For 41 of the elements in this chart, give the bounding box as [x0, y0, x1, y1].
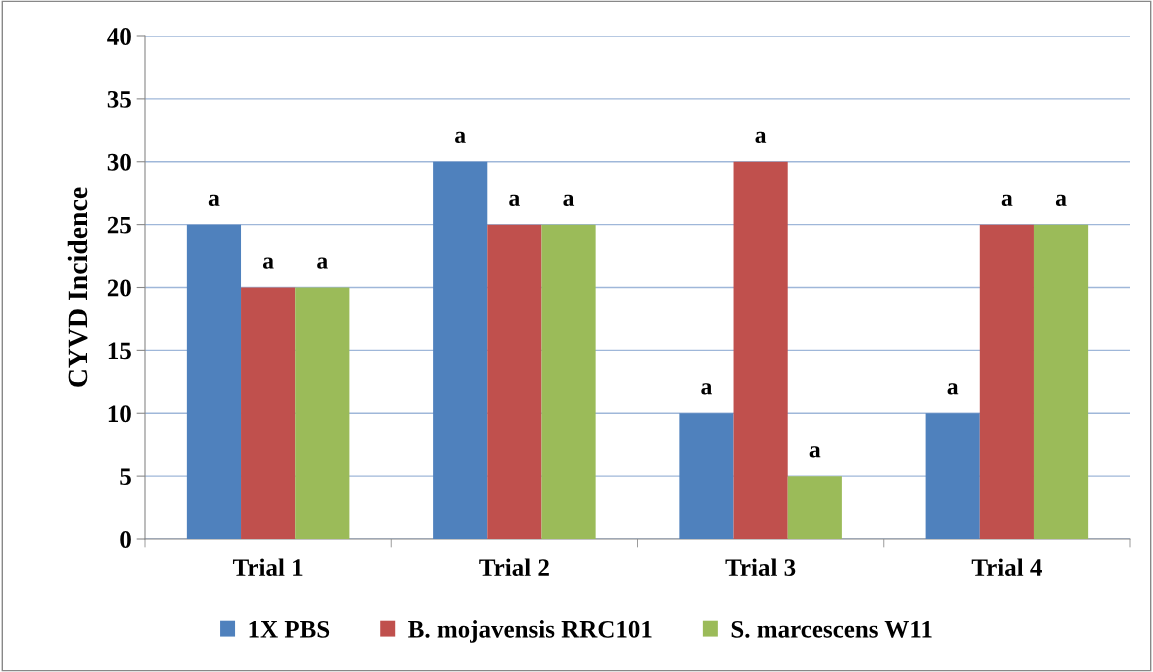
y-tick-label: 20: [107, 279, 131, 297]
bar: [295, 287, 350, 539]
bar: [433, 161, 488, 539]
bar: [186, 224, 242, 539]
data-label: a: [701, 383, 712, 395]
data-label: a: [455, 131, 466, 144]
x-tick-label: Trial 3: [725, 558, 796, 577]
y-tick-label: 5: [120, 468, 131, 486]
y-tick-label: 15: [108, 342, 131, 360]
y-tick-label: 25: [107, 216, 131, 234]
y-tick-label: 40: [107, 28, 131, 45]
bar: [679, 413, 734, 539]
data-label: a: [1055, 194, 1067, 206]
data-label: a: [208, 194, 220, 206]
bar: [1033, 224, 1089, 539]
y-axis-title: CYVD Incidence: [67, 187, 88, 387]
bar: [733, 161, 788, 539]
x-tick-label: Trial 4: [971, 558, 1042, 577]
data-label: a: [755, 131, 767, 144]
data-label: a: [809, 446, 821, 458]
y-tick-label: 30: [107, 153, 131, 171]
bar: [979, 224, 1034, 539]
data-label: a: [509, 194, 520, 206]
bar: [787, 476, 842, 539]
bar: [925, 413, 980, 539]
legend-label: S. marcescens W11: [731, 620, 932, 638]
data-label: a: [947, 383, 959, 395]
x-tick-label: Trial 1: [232, 558, 303, 577]
bar: [541, 224, 596, 539]
bar: [241, 287, 296, 539]
y-tick-label: 10: [108, 405, 131, 423]
y-tick-label: 0: [120, 531, 131, 548]
data-label: a: [1001, 194, 1013, 206]
data-label: a: [262, 257, 274, 269]
data-label: a: [317, 257, 328, 269]
x-tick-label: Trial 2: [479, 558, 549, 577]
legend-label: B. mojavensis RRC101: [408, 620, 652, 643]
bar: [487, 224, 542, 539]
data-label: a: [563, 194, 575, 206]
y-tick-label: 35: [107, 90, 131, 108]
legend-label: 1X PBS: [249, 620, 330, 638]
